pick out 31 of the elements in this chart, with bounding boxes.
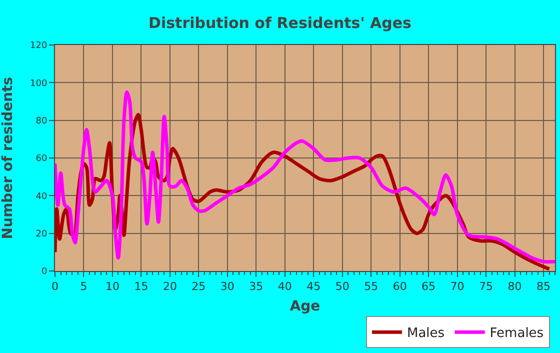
x-tick-label: 60 — [392, 280, 407, 294]
chart-title: Distribution of Residents' Ages — [148, 14, 412, 32]
x-tick-label: 65 — [422, 280, 436, 294]
x-tick-label: 15 — [134, 280, 148, 294]
x-tick-label: 5 — [80, 280, 88, 294]
x-tick-label: 10 — [105, 280, 120, 294]
x-tick-label: 80 — [508, 280, 522, 294]
x-tick-label: 55 — [364, 280, 378, 294]
y-axis-title: Number of residents — [0, 76, 16, 240]
y-tick-label: 100 — [30, 78, 48, 89]
x-tick-label: 85 — [536, 280, 551, 294]
y-tick-label: 120 — [30, 41, 48, 52]
y-tick-label: 40 — [36, 192, 48, 202]
x-tick-label: 0 — [52, 280, 58, 294]
y-tick-label: 80 — [36, 116, 48, 126]
x-tick-label: 50 — [335, 280, 350, 294]
y-tick-label: 60 — [36, 154, 48, 164]
x-tick-label: 20 — [162, 280, 177, 294]
y-tick-label: 20 — [36, 229, 48, 240]
y-tick-label: 0 — [41, 267, 48, 278]
legend-label: Males — [407, 326, 445, 342]
x-tick-label: 30 — [220, 280, 234, 294]
line-series — [55, 90, 555, 264]
x-tick-label: 45 — [306, 280, 321, 294]
legend-label: Females — [490, 326, 544, 342]
x-tick-label: 25 — [192, 280, 206, 294]
x-tick-label: 35 — [249, 280, 264, 294]
x-tick-label: 40 — [278, 280, 292, 294]
x-tick-label: 70 — [450, 280, 464, 294]
x-axis-title: Age — [290, 298, 320, 314]
x-tick-label: 75 — [479, 280, 494, 294]
